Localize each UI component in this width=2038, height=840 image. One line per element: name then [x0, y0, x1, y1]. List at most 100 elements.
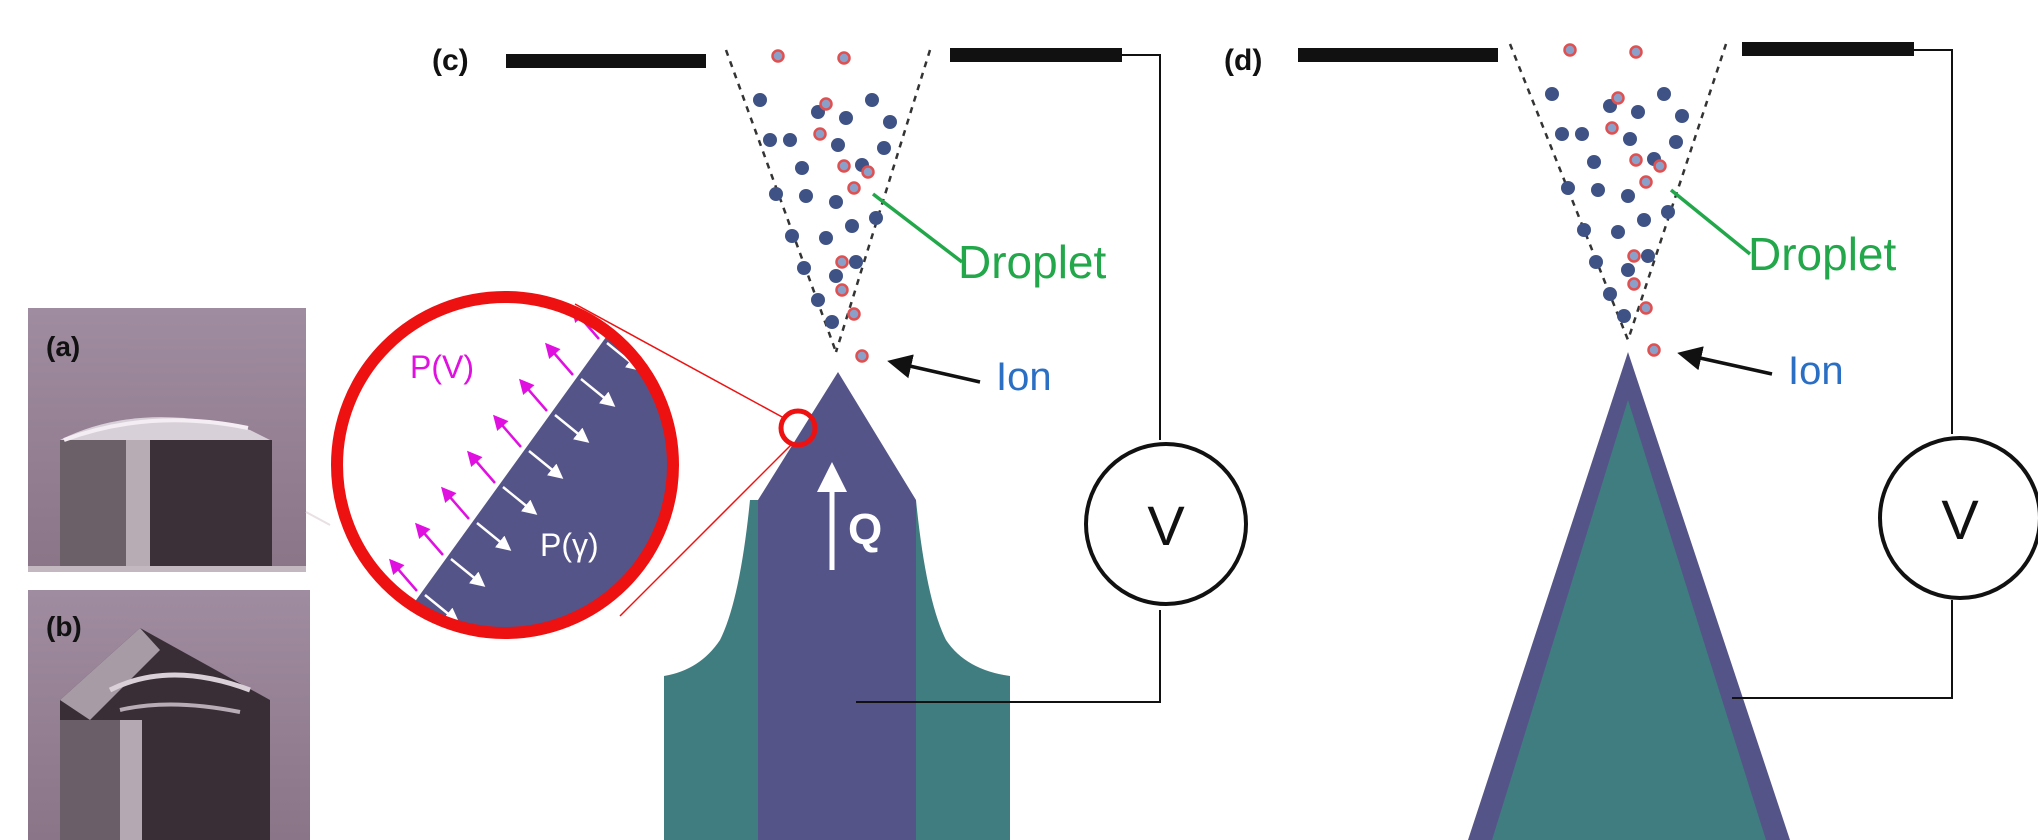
flow-label: Q — [848, 505, 882, 554]
ion-marker — [1627, 277, 1641, 291]
pressure-surface-label: P(γ) — [540, 527, 599, 563]
voltmeter-icon — [1084, 442, 1248, 606]
surface-tension-arrow — [502, 486, 538, 515]
field-pressure-arrow — [545, 342, 574, 376]
droplet-marker — [1661, 205, 1675, 219]
droplet-label-d: Droplet — [1748, 228, 1897, 280]
wire-top-d — [1914, 49, 1953, 434]
droplet-marker — [883, 115, 897, 129]
droplet-marker — [845, 219, 859, 233]
magnifier-ring-icon — [778, 408, 818, 448]
ion-marker — [861, 165, 875, 179]
field-pressure-arrow — [598, 297, 626, 304]
droplet-marker — [1617, 309, 1631, 323]
droplet-marker — [1641, 249, 1655, 263]
surface-tension-arrow — [450, 558, 486, 587]
droplet-marker — [769, 187, 783, 201]
field-pressure-arrow — [415, 522, 444, 556]
wire-bottom-d — [1732, 600, 1953, 699]
droplet-marker — [1675, 109, 1689, 123]
field-pressure-arrow — [625, 237, 651, 267]
ion-marker — [1563, 43, 1577, 57]
ion-marker — [819, 97, 833, 111]
ion-marker — [837, 51, 851, 65]
surface-tension-arrow — [658, 297, 673, 298]
ion-marker — [835, 283, 849, 297]
surface-tension-arrow — [580, 378, 616, 407]
panel-a-label: (a) — [46, 331, 80, 362]
droplet-marker — [831, 138, 845, 152]
droplet-marker — [849, 255, 863, 269]
surface-tension-arrow — [632, 306, 668, 335]
field-pressure-arrow — [519, 378, 548, 412]
droplet-marker — [1669, 135, 1683, 149]
droplet-marker — [753, 93, 767, 107]
droplet-marker — [799, 189, 813, 203]
droplet-marker — [829, 269, 843, 283]
droplet-pointer-d — [1669, 188, 1752, 256]
ion-marker — [835, 255, 849, 269]
ion-marker — [771, 49, 785, 63]
droplet-marker — [1631, 105, 1645, 119]
ion-marker — [1629, 153, 1643, 167]
taylor-cone-c — [758, 372, 916, 840]
extractor-right-c — [950, 48, 1122, 62]
surface-tension-arrow — [528, 450, 564, 479]
photo-a: (a) — [28, 308, 306, 572]
inset-zoom: P(V) P(γ) — [331, 237, 679, 639]
ion-marker — [1647, 343, 1661, 357]
field-pressure-arrow — [389, 558, 418, 592]
extractor-left-d — [1298, 48, 1498, 62]
droplet-marker — [1611, 225, 1625, 239]
panel-c-label: (c) — [432, 44, 469, 77]
extractor-right-d — [1742, 42, 1914, 56]
panel-c: (c) Q Droplet Ion V — [331, 44, 1248, 840]
ion-pointer-d — [1677, 346, 1773, 376]
droplet-marker — [1587, 155, 1601, 169]
droplet-marker — [1621, 263, 1635, 277]
droplet-marker — [839, 111, 853, 125]
panel-d-label: (d) — [1224, 44, 1262, 77]
panel-d: (d) Droplet Ion V — [1224, 42, 2038, 840]
ion-marker — [1639, 175, 1653, 189]
droplet-marker — [829, 195, 843, 209]
droplet-marker — [1575, 127, 1589, 141]
voltage-label-d: V — [1941, 488, 1979, 551]
panel-b-label: (b) — [46, 611, 82, 642]
droplet-marker — [785, 229, 799, 243]
ion-marker — [1611, 91, 1625, 105]
field-pressure-arrow — [467, 450, 496, 484]
surface-tension-arrow — [398, 630, 432, 633]
droplet-marker — [1603, 287, 1617, 301]
pressure-field-label: P(V) — [410, 349, 474, 385]
ion-marker — [1653, 159, 1667, 173]
droplet-label-c: Droplet — [958, 236, 1107, 288]
ion-label-d: Ion — [1788, 349, 1844, 393]
wire-top-c — [1122, 54, 1161, 440]
voltage-label-c: V — [1147, 494, 1185, 557]
ion-marker — [847, 181, 861, 195]
ion-marker — [813, 127, 827, 141]
droplet-marker — [1555, 127, 1569, 141]
ion-label-c: Ion — [996, 355, 1052, 399]
surface-tension-arrow — [424, 594, 460, 623]
surface-tension-arrow — [554, 414, 590, 443]
droplet-marker — [1657, 87, 1671, 101]
droplet-marker — [1637, 213, 1651, 227]
droplet-marker — [1561, 181, 1575, 195]
droplet-marker — [795, 161, 809, 175]
zoom-line-top — [574, 303, 785, 419]
wire-bottom-c — [856, 610, 1161, 703]
field-pressure-arrow — [363, 594, 392, 628]
ion-marker — [855, 349, 869, 363]
ion-marker — [1629, 45, 1643, 59]
droplet-marker — [763, 133, 777, 147]
extractor-left-c — [506, 54, 706, 68]
photo-b: (b) — [28, 590, 310, 840]
needle-core-d — [1492, 400, 1766, 840]
ion-marker — [1605, 121, 1619, 135]
droplet-marker — [1621, 189, 1635, 203]
droplet-marker — [825, 315, 839, 329]
droplet-marker — [797, 261, 811, 275]
